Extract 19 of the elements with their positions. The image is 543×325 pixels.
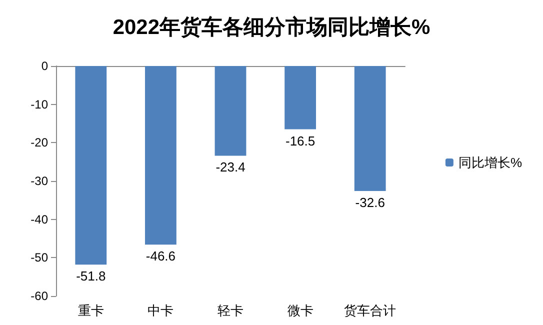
data-label: -16.5: [285, 133, 316, 148]
y-tick-label: -50: [30, 250, 48, 265]
legend-label: 同比增长%: [458, 155, 522, 170]
x-tick-label: 货车合计: [344, 303, 396, 318]
chart-title: 2022年货车各细分市场同比增长%: [112, 15, 431, 39]
y-tick-label: -20: [30, 136, 48, 150]
x-tick-label: 重卡: [78, 303, 104, 318]
y-tick-label: -10: [30, 97, 48, 112]
y-tick-label: -40: [30, 212, 48, 226]
x-tick-label: 微卡: [287, 303, 314, 318]
y-tick-label: 0: [41, 59, 48, 73]
y-tick-label: -30: [30, 174, 48, 188]
data-label: -51.8: [76, 268, 106, 284]
x-tick-label: 轻卡: [218, 303, 244, 318]
data-label: -46.6: [146, 248, 176, 264]
y-tick-label: -60: [30, 289, 48, 303]
data-label: -23.4: [216, 160, 246, 175]
x-tick-label: 中卡: [148, 303, 174, 318]
data-label: -32.6: [355, 194, 385, 210]
